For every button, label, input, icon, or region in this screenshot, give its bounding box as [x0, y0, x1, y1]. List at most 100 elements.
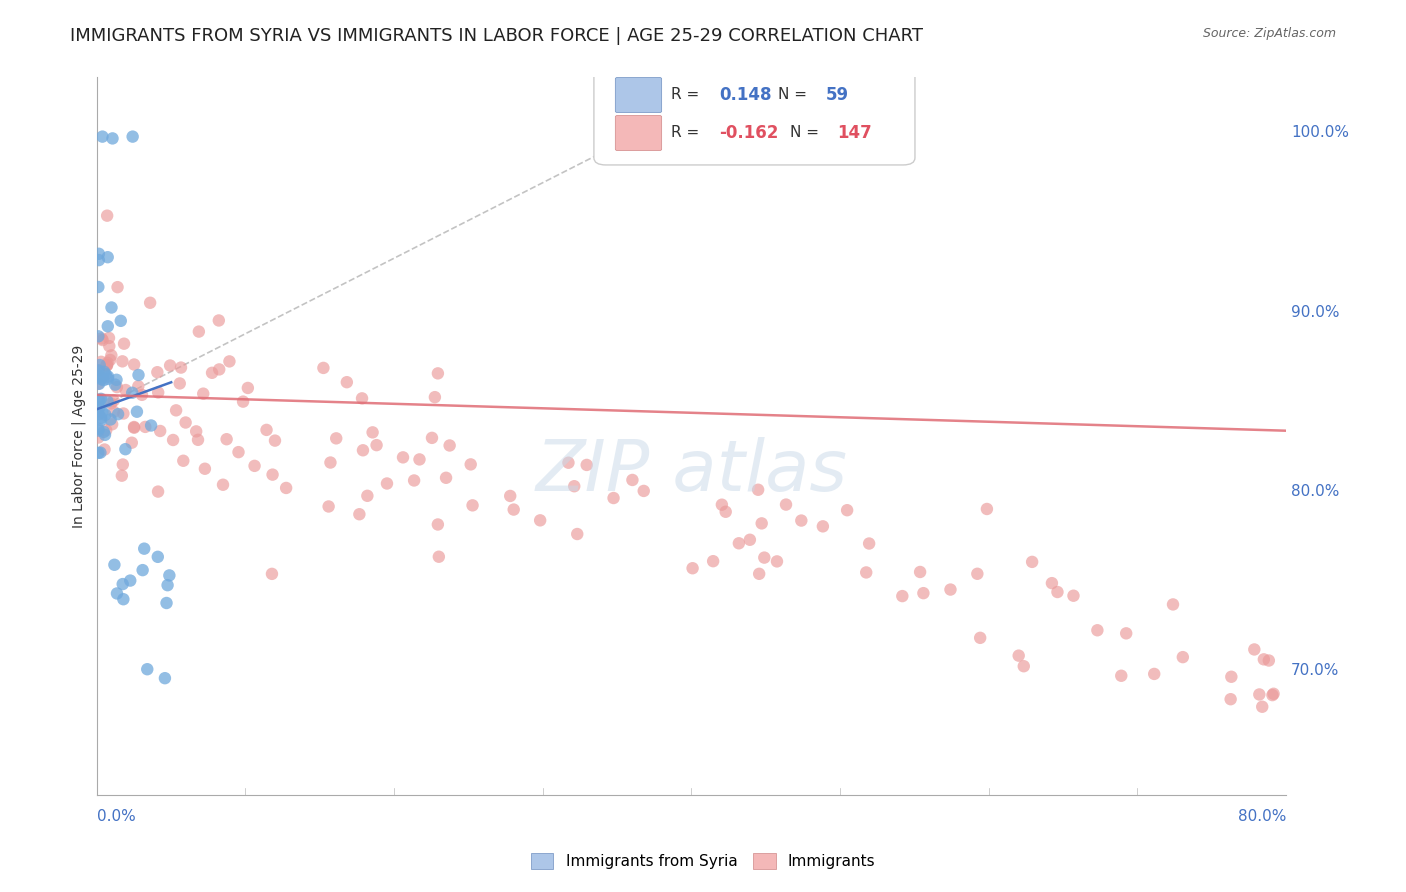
Immigrants [201, 366, 224, 380]
Immigrants from Syria [94, 428, 117, 442]
Immigrants from Syria [128, 368, 150, 382]
Immigrants [1040, 576, 1063, 591]
Immigrants [121, 435, 143, 450]
Immigrants [260, 566, 283, 581]
Immigrants [434, 471, 457, 485]
Immigrants [1143, 667, 1166, 681]
Immigrants from Syria [107, 407, 129, 421]
Immigrants [111, 458, 134, 472]
Immigrants [1062, 589, 1084, 603]
Immigrants [101, 417, 124, 432]
Immigrants [1251, 699, 1274, 714]
Immigrants from Syria [96, 394, 118, 409]
Immigrants [621, 473, 644, 487]
Immigrants [1253, 652, 1275, 666]
Immigrants from Syria [87, 407, 110, 421]
Text: 147: 147 [838, 124, 872, 142]
Immigrants [90, 331, 112, 345]
Immigrants [100, 396, 122, 410]
Immigrants from Syria [93, 373, 115, 387]
Immigrants [103, 405, 125, 419]
Immigrants [127, 379, 149, 393]
Immigrants [107, 280, 129, 294]
Immigrants from Syria [90, 413, 112, 427]
Immigrants [90, 355, 112, 369]
Immigrants from Syria [100, 412, 122, 426]
Immigrants [319, 456, 342, 470]
Immigrants [208, 362, 231, 376]
Immigrants [1243, 642, 1265, 657]
Immigrants [811, 519, 834, 533]
Immigrants from Syria [90, 392, 112, 406]
Immigrants from Syria [112, 592, 135, 607]
Immigrants [562, 479, 585, 493]
Immigrants [170, 360, 193, 375]
Immigrants [172, 454, 194, 468]
Immigrants [557, 456, 579, 470]
Immigrants from Syria [134, 541, 156, 556]
Immigrants from Syria [125, 405, 148, 419]
Immigrants [318, 500, 340, 514]
Immigrants from Syria [104, 377, 127, 392]
Immigrants [122, 420, 145, 434]
Immigrants [529, 513, 551, 527]
Immigrants [264, 434, 287, 448]
Text: 59: 59 [825, 86, 849, 103]
Immigrants [218, 354, 240, 368]
Immigrants from Syria [103, 558, 125, 572]
Immigrants [1220, 670, 1243, 684]
Immigrants from Syria [87, 363, 110, 377]
Text: ZIP atlas: ZIP atlas [536, 437, 848, 507]
Immigrants [208, 313, 231, 327]
Immigrants [122, 358, 145, 372]
Immigrants [356, 489, 378, 503]
Immigrants [325, 431, 347, 445]
Immigrants [408, 452, 430, 467]
Immigrants [1115, 626, 1137, 640]
Immigrants [1261, 688, 1284, 702]
Immigrants [193, 386, 215, 401]
Immigrants [738, 533, 761, 547]
Immigrants from Syria [121, 129, 143, 144]
Immigrants [97, 356, 120, 370]
Immigrants [100, 348, 122, 362]
Immigrants [256, 423, 278, 437]
Immigrants from Syria [89, 393, 111, 408]
Immigrants [1263, 687, 1285, 701]
Immigrants [499, 489, 522, 503]
Immigrants from Syria [94, 368, 117, 382]
Immigrants from Syria [90, 372, 112, 386]
Immigrants from Syria [87, 376, 110, 391]
Immigrants from Syria [87, 247, 110, 261]
Text: IMMIGRANTS FROM SYRIA VS IMMIGRANTS IN LABOR FORCE | AGE 25-29 CORRELATION CHART: IMMIGRANTS FROM SYRIA VS IMMIGRANTS IN L… [70, 27, 924, 45]
Immigrants [714, 505, 737, 519]
Immigrants from Syria [139, 418, 162, 433]
Immigrants [502, 502, 524, 516]
Immigrants [96, 359, 118, 373]
Immigrants [111, 468, 134, 483]
Immigrants from Syria [90, 410, 112, 425]
Immigrants from Syria [97, 369, 120, 384]
Immigrants [243, 458, 266, 473]
Immigrants from Syria [97, 372, 120, 386]
Immigrants [111, 354, 134, 368]
Immigrants [131, 388, 153, 402]
Immigrants from Syria [87, 393, 110, 408]
Immigrants [912, 586, 935, 600]
Immigrants [702, 554, 724, 568]
Immigrants [336, 375, 359, 389]
Immigrants [858, 536, 880, 550]
Immigrants from Syria [89, 445, 111, 459]
Immigrants [575, 458, 598, 472]
Immigrants [1046, 585, 1069, 599]
Immigrants [91, 333, 114, 347]
Immigrants [1109, 669, 1132, 683]
FancyBboxPatch shape [616, 78, 662, 112]
Immigrants from Syria [94, 408, 117, 422]
Immigrants from Syria [155, 596, 177, 610]
Text: 0.0%: 0.0% [97, 809, 135, 824]
Immigrants [891, 589, 914, 603]
Immigrants [1161, 598, 1184, 612]
Immigrants from Syria [89, 369, 111, 384]
Immigrants from Syria [101, 131, 124, 145]
